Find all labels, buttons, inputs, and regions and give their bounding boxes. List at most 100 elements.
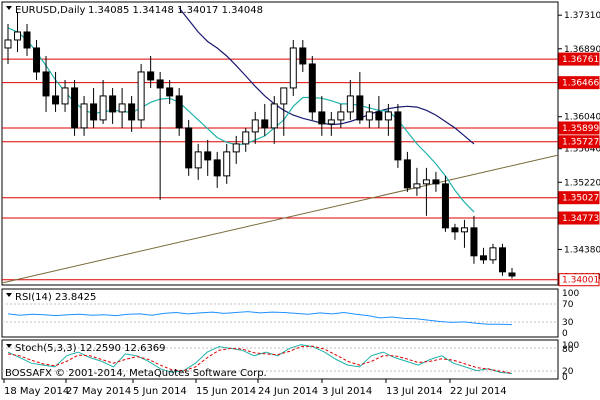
candle: [261, 103, 269, 136]
candle-body-bull: [489, 247, 497, 261]
ohlc-label: 1.34085 1.34148 1.34017 1.34048: [88, 5, 263, 16]
stoch-signal-line: [7, 345, 513, 374]
price-tick-label: 1.35640: [564, 145, 600, 155]
candle: [413, 167, 421, 196]
candle: [175, 87, 183, 136]
candle-body-bull: [327, 119, 335, 125]
main-panel[interactable]: 1.37310 1.36890 1.36040 1.35640 1.35220 1.343…: [1, 1, 600, 287]
candle-body-bull: [223, 151, 231, 177]
candle: [280, 87, 288, 136]
candle: [128, 95, 136, 132]
candle: [394, 103, 402, 168]
candle: [299, 39, 307, 72]
candle-body-bear: [356, 95, 364, 121]
time-tick-label: 3 Jul 2014: [322, 386, 372, 397]
candle: [498, 243, 506, 276]
candle-body-bear: [175, 95, 183, 129]
stoch-tick-100: 100: [562, 341, 579, 351]
candle: [14, 11, 22, 52]
candle-body-bear: [128, 103, 136, 121]
candle: [90, 87, 98, 128]
candle-body-bull: [194, 151, 202, 169]
rsi-panel-frame: [1, 288, 559, 338]
candle-body-bull: [413, 183, 421, 189]
candle-body-bear: [156, 79, 164, 89]
candle-body-bull: [118, 103, 126, 113]
candle-body-bull: [242, 131, 250, 145]
candle: [346, 79, 354, 120]
candle-body-bull: [99, 95, 107, 121]
candle-body-bear: [52, 95, 60, 105]
candle: [289, 39, 297, 96]
candle: [4, 23, 12, 64]
candle: [403, 151, 411, 192]
candle-body-bear: [470, 227, 478, 257]
candle-body-bull: [61, 87, 69, 105]
candle-body-bear: [90, 103, 98, 121]
candle: [242, 127, 250, 152]
candle-body-bull: [422, 179, 430, 185]
candle: [99, 79, 107, 124]
rsi-label: RSI(14) 23.8425: [15, 292, 96, 303]
candle: [52, 71, 60, 112]
candle: [270, 95, 278, 144]
price-level-badge-label: 1.34001: [562, 276, 599, 286]
candle-body-bear: [308, 63, 316, 113]
candle-body-bear: [71, 87, 79, 129]
symbol-label: EURUSD,Daily: [15, 5, 86, 16]
candle: [147, 55, 155, 88]
candle-body-bear: [479, 255, 487, 261]
price-level-badge: [558, 135, 600, 149]
candle: [451, 223, 459, 240]
candle: [80, 95, 88, 136]
rsi-line: [7, 311, 513, 326]
price-level-badge-label: 1.34773: [562, 214, 599, 224]
candles-layer: [4, 11, 516, 279]
price-level-badge-label: 1.36466: [562, 79, 599, 89]
stoch-label: Stoch(5,3,3) 12.2590 12.6369: [15, 343, 166, 354]
symbol-header: EURUSD,Daily 1.34085 1.34148 1.34017 1.3…: [6, 5, 263, 16]
candle: [61, 79, 69, 112]
candle: [384, 103, 392, 136]
candle-body-bear: [375, 111, 383, 121]
rsi-panel[interactable]: RSI(14) 23.8425 100 70 30 0: [1, 288, 579, 339]
price-tick-label: 1.36040: [564, 113, 600, 123]
candle: [213, 151, 221, 188]
price-level-badge: [558, 76, 600, 90]
stoch-lines-layer: [7, 344, 513, 375]
price-tick-label: 1.37310: [564, 11, 600, 21]
stoch-panel[interactable]: Stoch(5,3,3) 12.2590 12.6369 BOSSAFX © 2…: [1, 339, 579, 383]
price-axis: 1.37310 1.36890 1.36040 1.35640 1.35220 1.343…: [558, 11, 600, 287]
candle: [460, 219, 468, 248]
horizontal-levels: [2, 58, 558, 281]
candle: [508, 267, 516, 279]
candle: [365, 103, 373, 128]
candle-body-bull: [251, 119, 259, 133]
candle: [118, 87, 126, 128]
candle-body-bear: [498, 247, 506, 273]
candle-body-bear: [432, 179, 440, 185]
trendline[interactable]: [1, 154, 559, 284]
candle: [232, 135, 240, 164]
price-tick-label: 1.34380: [564, 245, 600, 255]
candle: [33, 39, 41, 80]
slow-moving-average: [178, 7, 475, 145]
candle-body-bull: [232, 143, 240, 153]
stoch-tick-80: 80: [562, 345, 574, 355]
candle: [470, 215, 478, 264]
candle-body-bear: [299, 47, 307, 65]
price-level-badge: [558, 273, 600, 287]
candle: [166, 79, 174, 104]
candle-body-bear: [204, 151, 212, 161]
time-tick-label: 15 Jun 2014: [196, 386, 256, 397]
candle: [327, 111, 335, 136]
price-level-badge: [558, 52, 600, 66]
stoch-collapse-icon: [6, 344, 12, 348]
candle: [489, 243, 497, 264]
candle-body-bear: [185, 127, 193, 169]
candle-body-bear: [318, 111, 326, 125]
stoch-tick-0: 0: [562, 373, 568, 383]
time-tick-label: 24 Jun 2014: [258, 386, 318, 397]
candle: [71, 79, 79, 136]
